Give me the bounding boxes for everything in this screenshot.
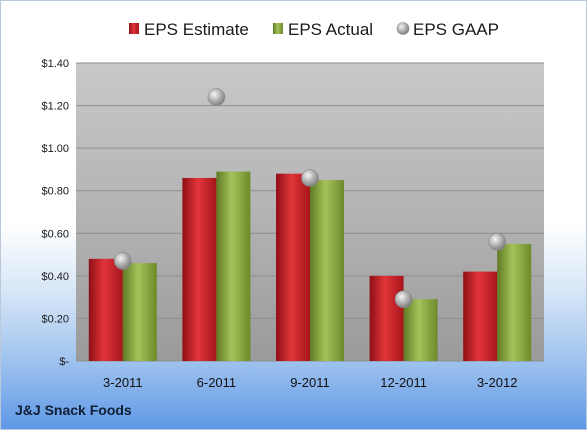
y-tick-label: $1.00	[41, 143, 69, 155]
y-tick-label: $-	[59, 356, 69, 368]
bar-eps-estimate	[463, 271, 498, 361]
legend-swatch	[273, 23, 283, 34]
legend-label: EPS Estimate	[144, 20, 249, 39]
legend-label: EPS GAAP	[413, 20, 499, 39]
x-tick-label: 9-2011	[290, 375, 330, 390]
x-tick-label: 3-2011	[103, 375, 143, 390]
y-tick-label: $0.40	[41, 271, 69, 283]
y-tick-label: $0.20	[41, 313, 69, 325]
bar-eps-actual	[122, 263, 157, 361]
bar-eps-actual	[310, 180, 344, 361]
bar-eps-estimate	[88, 258, 123, 361]
x-tick-label: 6-2011	[197, 375, 237, 390]
marker-eps-gaap	[114, 252, 132, 270]
bar-eps-estimate	[276, 173, 310, 361]
y-tick-label: $1.40	[41, 58, 69, 70]
marker-eps-gaap	[301, 169, 319, 187]
legend-label: EPS Actual	[288, 20, 373, 39]
marker-eps-gaap	[394, 290, 413, 309]
y-tick-label: $0.80	[41, 186, 69, 198]
legend-swatch	[396, 22, 410, 35]
y-tick-label: $0.60	[41, 228, 69, 240]
legend-swatch	[129, 23, 139, 34]
bar-eps-actual	[403, 299, 438, 361]
bar-eps-estimate	[369, 275, 404, 361]
bar-eps-actual	[216, 171, 251, 361]
company-label: J&J Snack Foods	[15, 402, 132, 418]
marker-eps-gaap	[207, 88, 226, 106]
x-tick-label: 3-2012	[477, 375, 517, 390]
y-tick-label: $1.20	[41, 101, 69, 113]
bar-eps-actual	[497, 243, 532, 361]
marker-eps-gaap	[488, 233, 507, 251]
x-tick-label: 12-2011	[380, 375, 427, 390]
bar-eps-estimate	[182, 177, 217, 361]
